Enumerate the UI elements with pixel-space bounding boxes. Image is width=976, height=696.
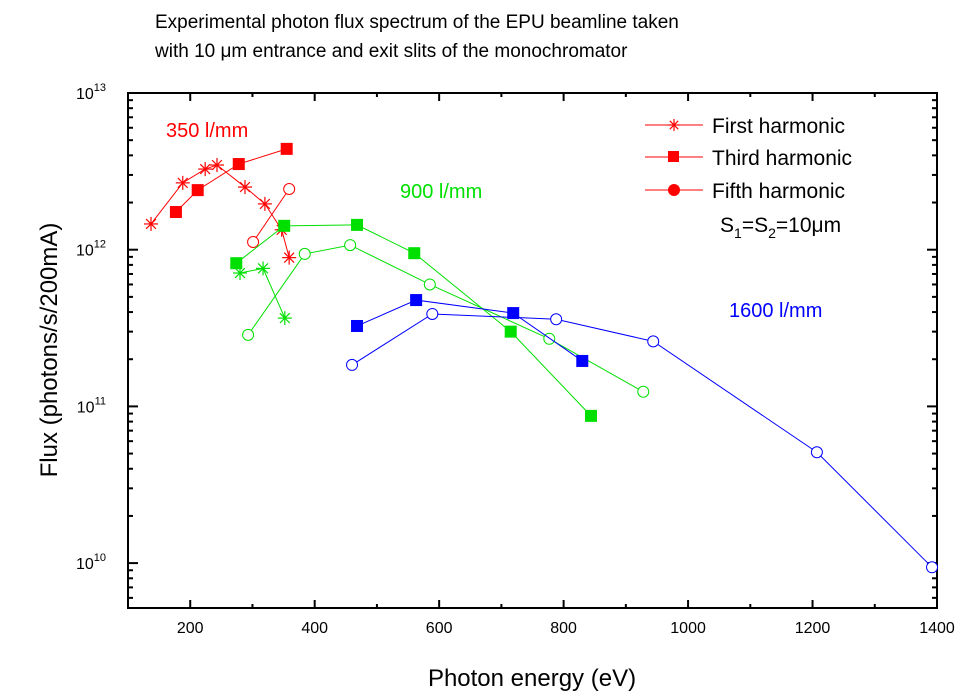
asterisk-stroke — [669, 120, 679, 130]
data-point-square — [230, 257, 243, 270]
data-point-asterisk — [175, 175, 190, 190]
asterisk-stroke — [177, 177, 189, 189]
annotation-900: 900 l/mm — [400, 181, 482, 203]
data-point-circle — [426, 307, 439, 320]
series-line — [235, 224, 592, 417]
asterisk-stroke — [283, 252, 295, 263]
legend-entry-fifth: Fifth harmonic — [712, 180, 845, 203]
title-line-1: Experimental photon flux spectrum of the… — [155, 12, 679, 33]
series-900-third — [230, 218, 597, 422]
data-point-circle — [298, 247, 311, 260]
series-line — [175, 148, 287, 213]
data-point-square — [507, 307, 520, 320]
y-tick-label: 1013 — [76, 82, 106, 103]
data-point-square — [280, 142, 293, 155]
data-point-asterisk — [144, 216, 159, 231]
data-point-asterisk — [282, 250, 297, 265]
asterisk-stroke — [239, 181, 251, 193]
x-tick-label: 200 — [177, 620, 204, 637]
legend-entry-third: Third harmonic — [712, 147, 852, 170]
data-point-asterisk — [257, 196, 272, 211]
title-line-2: with 10 μm entrance and exit slits of th… — [155, 41, 628, 62]
asterisk-stroke — [234, 267, 246, 279]
axes: 200 400 600 800 1000 1200 1400 1010 1011 1012 1013 — [76, 82, 955, 637]
legend-square-icon — [668, 151, 679, 162]
series-1600-fifth — [346, 307, 939, 574]
series-1600-third — [351, 294, 589, 367]
data-point-asterisk — [256, 261, 271, 276]
legend-circle-icon — [668, 184, 680, 196]
data-point-square — [408, 247, 421, 260]
data-point-asterisk — [209, 158, 224, 173]
x-tick-label: 400 — [301, 620, 328, 637]
data-point-square — [504, 325, 517, 338]
data-point-asterisk — [198, 162, 213, 177]
data-point-circle — [283, 182, 296, 195]
series-line — [351, 313, 933, 568]
x-tick-label: 600 — [426, 620, 453, 637]
data-point-square — [576, 354, 589, 367]
x-axis-label: Photon energy (eV) — [428, 665, 636, 692]
data-point-circle — [647, 335, 660, 348]
x-tick-label: 1000 — [670, 620, 706, 637]
data-point-circle — [637, 385, 650, 398]
series-line — [239, 267, 286, 319]
legend-asterisk-icon — [668, 119, 680, 131]
data-point-square — [351, 319, 364, 332]
chart-title: Experimental photon flux spectrum of the… — [155, 8, 679, 66]
asterisk-stroke — [257, 263, 269, 274]
data-point-square — [191, 184, 204, 197]
series-350-third — [169, 142, 293, 219]
data-point-circle — [247, 235, 260, 248]
annotation-1600: 1600 l/mm — [729, 300, 822, 322]
x-tick-label: 1400 — [919, 620, 955, 637]
asterisk-stroke — [279, 312, 291, 324]
data-point-circle — [810, 446, 823, 459]
data-point-circle — [344, 239, 357, 252]
data-point-square — [351, 218, 364, 231]
y-tick-label: 1011 — [77, 395, 106, 416]
series-900-fifth — [242, 239, 650, 398]
data-point-square — [278, 219, 291, 232]
series-900-first — [233, 261, 292, 326]
data-point-circle — [242, 328, 255, 341]
plot-frame — [127, 92, 938, 609]
data-point-circle — [423, 278, 436, 291]
data-point-circle — [926, 561, 939, 574]
asterisk-stroke — [145, 218, 157, 230]
data-point-asterisk — [277, 311, 292, 326]
data-point-square — [584, 409, 597, 422]
data-point-square — [410, 294, 423, 307]
data-point-circle — [346, 358, 359, 371]
data-point-asterisk — [237, 180, 252, 195]
asterisk-stroke — [211, 159, 223, 171]
legend-slit-note: S1=S2=10μm — [720, 214, 841, 241]
y-tick-label: 1010 — [76, 552, 106, 573]
annotation-350: 350 l/mm — [166, 120, 248, 142]
asterisk-stroke — [199, 163, 211, 175]
x-tick-label: 800 — [550, 620, 577, 637]
series-350-first — [144, 158, 297, 265]
data-point-square — [232, 158, 245, 171]
series-350-fifth — [247, 182, 296, 248]
legend-entry-first: First harmonic — [712, 115, 845, 138]
data-point-circle — [550, 313, 563, 326]
series-line — [356, 299, 583, 362]
y-axis-label: Flux (photons/s/200mA) — [36, 223, 63, 478]
data-point-square — [169, 206, 182, 219]
y-tick-label: 1012 — [76, 239, 106, 260]
series-line — [252, 188, 290, 243]
legend: First harmonic Third harmonic Fifth harm… — [645, 115, 852, 241]
series-group — [144, 142, 939, 574]
x-tick-label: 1200 — [795, 620, 831, 637]
series-line — [247, 244, 644, 393]
legend-asterisk-mark — [668, 119, 680, 131]
asterisk-stroke — [259, 198, 271, 210]
